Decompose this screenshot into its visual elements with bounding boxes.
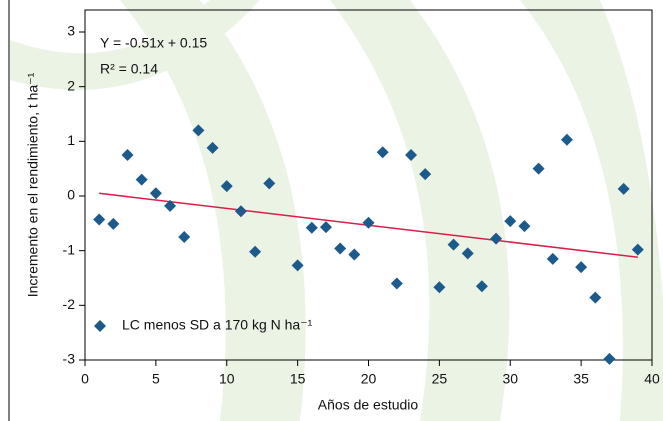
scatter-point (490, 232, 503, 245)
scatter-point (419, 168, 432, 181)
scatter-point (249, 245, 262, 258)
scatter-point (546, 252, 559, 265)
scatter-point (631, 243, 644, 256)
annotation: R² = 0.14 (100, 61, 158, 77)
scatter-point (135, 173, 148, 186)
scatter-point (192, 124, 205, 137)
y-tick-label: -2 (63, 296, 76, 312)
scatter-point (149, 187, 162, 200)
scatter-point (206, 141, 219, 154)
scatter-point (362, 216, 375, 229)
scatter-point (433, 281, 446, 294)
y-tick-label: 3 (67, 23, 75, 39)
scatter-point (461, 247, 474, 260)
x-tick-label: 20 (361, 371, 377, 387)
scatter-point (405, 149, 418, 161)
scatter-point (518, 220, 531, 233)
scatter-point (291, 259, 304, 272)
scatter-point (376, 146, 389, 159)
scatter-point (107, 217, 120, 230)
y-tick-label: 1 (67, 132, 75, 148)
x-axis-label: Años de estudio (318, 397, 419, 413)
scatter-point (263, 177, 276, 190)
scatter-point (390, 277, 403, 290)
legend-marker (94, 320, 106, 332)
y-tick-label: -1 (63, 241, 76, 257)
scatter-point (532, 162, 545, 175)
y-tick-label: -3 (63, 351, 76, 367)
x-tick-label: 15 (290, 371, 306, 387)
scatter-point (447, 238, 460, 251)
scatter-point (220, 180, 233, 193)
x-tick-label: 10 (219, 371, 235, 387)
scatter-point (617, 182, 630, 195)
scatter-point (475, 280, 488, 293)
scatter-point (603, 352, 616, 365)
scatter-point (164, 199, 177, 212)
background-decoration (10, 0, 663, 421)
scatter-point (560, 133, 573, 146)
scatter-point (178, 231, 191, 243)
x-tick-label: 30 (502, 371, 518, 387)
scatter-point (589, 291, 602, 304)
scatter-point (504, 215, 517, 228)
x-tick-label: 5 (152, 371, 160, 387)
scatter-point (234, 205, 247, 218)
legend-label: LC menos SD a 170 kg N ha⁻¹ (122, 317, 313, 333)
x-tick-label: 0 (81, 371, 89, 387)
scatter-point (575, 261, 588, 274)
scatter-point (121, 149, 134, 161)
scatter-point (334, 242, 347, 255)
scatter-point (93, 213, 106, 226)
x-tick-label: 40 (644, 371, 660, 387)
scatter-point (305, 221, 318, 234)
scatter-point (348, 248, 361, 261)
y-axis-label: Incremento en el rendimiento, t ha⁻¹ (25, 72, 41, 297)
x-tick-label: 25 (432, 371, 448, 387)
y-tick-label: 2 (67, 77, 75, 93)
x-tick-label: 35 (573, 371, 589, 387)
scatter-point (319, 221, 332, 234)
annotation: Y = -0.51x + 0.15 (100, 35, 207, 51)
y-tick-label: 0 (67, 187, 75, 203)
